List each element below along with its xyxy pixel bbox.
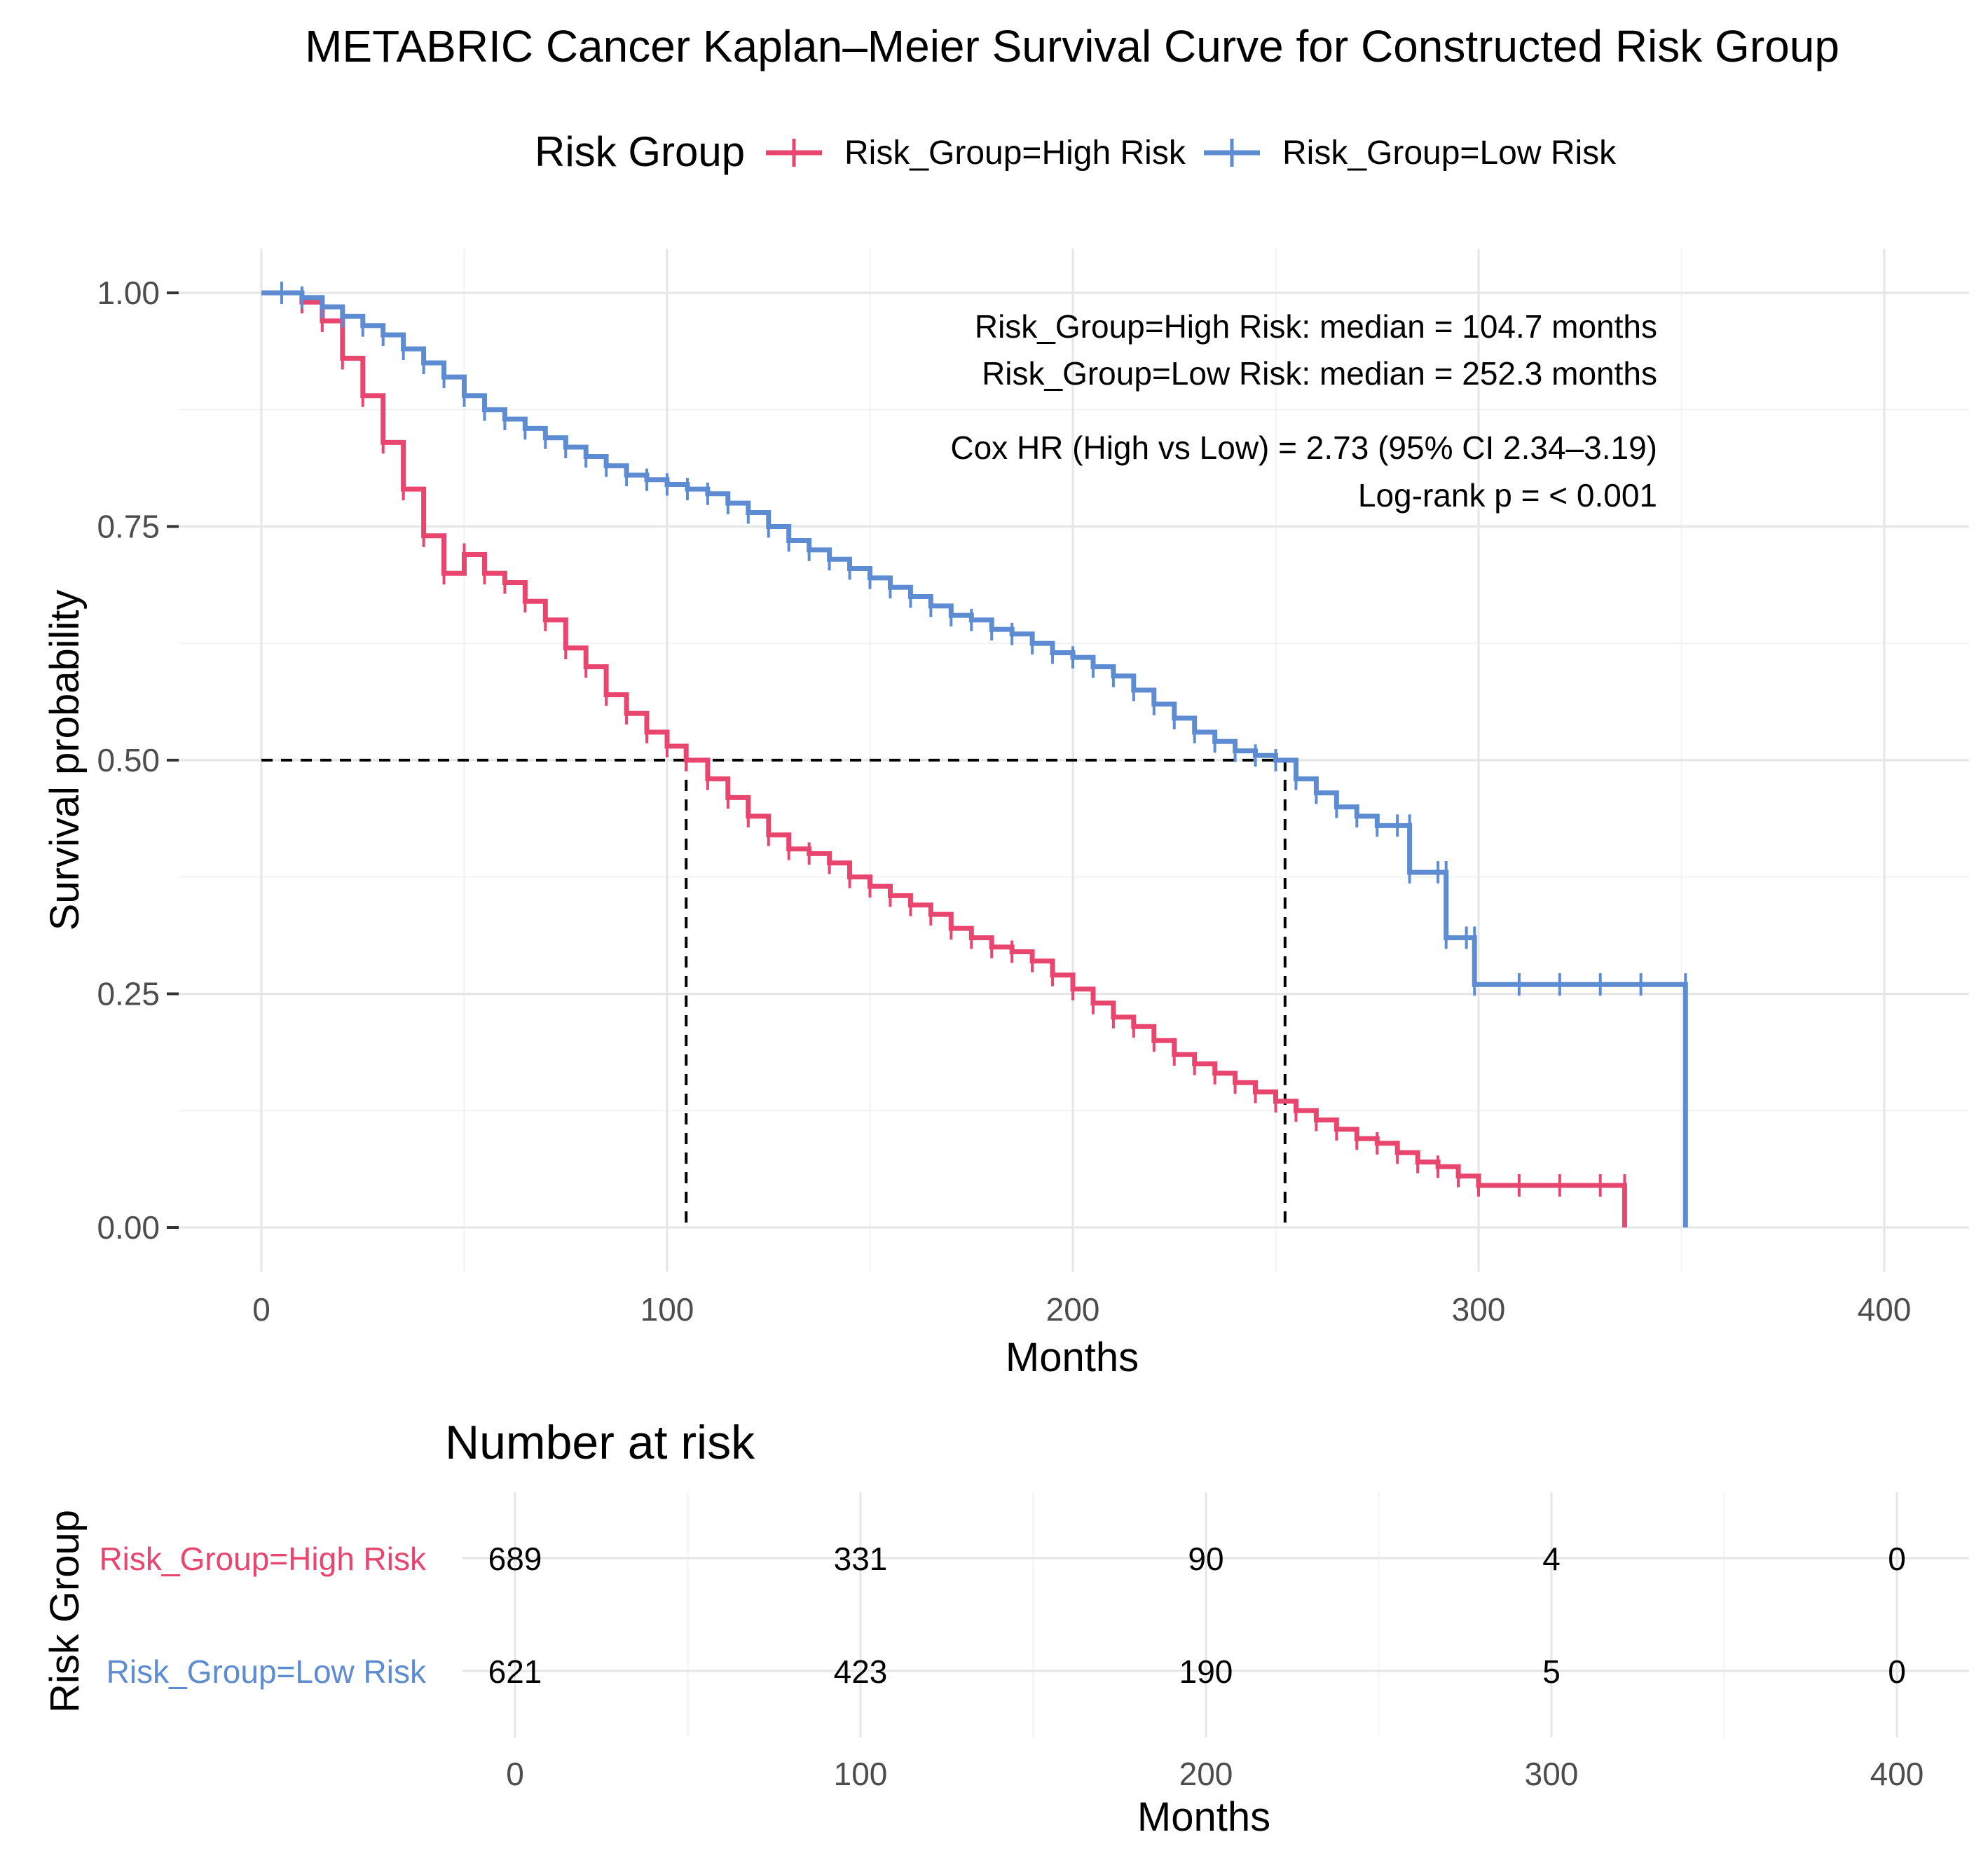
risk-table-count-high-risk: 0 [1888, 1541, 1906, 1577]
risk-table-count-high-risk: 689 [488, 1541, 542, 1577]
legend-label-low-risk: Risk_Group=Low Risk [1282, 135, 1617, 172]
chart-title: METABRIC Cancer Kaplan–Meier Survival Cu… [305, 21, 1839, 71]
risk-table-x-tick-label: 200 [1179, 1756, 1233, 1792]
legend: Risk Group Risk_Group=High Risk Risk_Gro… [535, 128, 1617, 175]
survival-curves [261, 282, 1688, 1227]
annotation-log-rank: Log-rank p = < 0.001 [1358, 477, 1657, 514]
risk-table-title: Number at risk [445, 1416, 755, 1469]
risk-table-count-high-risk: 331 [834, 1541, 888, 1577]
legend-title: Risk Group [535, 128, 745, 175]
survival-plot-panel: 0.00 0.25 0.50 0.75 1.00 0 100 200 300 400 [97, 249, 1969, 1328]
legend-label-high-risk: Risk_Group=High Risk [844, 135, 1186, 172]
y-tick-label: 0.25 [97, 976, 160, 1012]
x-axis-label: Months [1006, 1335, 1139, 1380]
risk-table: Risk_Group=High Risk 689 331 90 4 0 Risk_Group… [99, 1492, 1969, 1792]
annotations: Risk_Group=High Risk: median = 104.7 mon… [950, 308, 1657, 514]
median-reference-lines [261, 759, 1287, 1227]
risk-table-y-label: Risk Group [42, 1510, 88, 1713]
y-axis: 0.00 0.25 0.50 0.75 1.00 [97, 275, 179, 1246]
risk-table-count-low-risk: 190 [1179, 1653, 1233, 1690]
annotation-median-low: Risk_Group=Low Risk: median = 252.3 mont… [982, 355, 1657, 392]
x-tick-label: 400 [1858, 1291, 1912, 1328]
risk-table-count-high-risk: 4 [1542, 1541, 1561, 1577]
risk-table-count-high-risk: 90 [1188, 1541, 1223, 1577]
y-axis-label: Survival probability [42, 590, 88, 931]
y-tick-label: 1.00 [97, 275, 160, 311]
risk-table-x-tick-label: 0 [506, 1756, 524, 1792]
risk-table-x-label: Months [1137, 1794, 1270, 1840]
risk-table-count-low-risk: 5 [1542, 1653, 1561, 1690]
y-tick-label: 0.00 [97, 1209, 160, 1246]
risk-table-x-tick-label: 100 [834, 1756, 888, 1792]
y-tick-label: 0.75 [97, 509, 160, 545]
x-tick-label: 300 [1452, 1291, 1506, 1328]
y-tick-label: 0.50 [97, 742, 160, 778]
risk-table-x-tick-label: 400 [1870, 1756, 1924, 1792]
risk-table-count-low-risk: 0 [1888, 1653, 1906, 1690]
risk-table-row-label-low-risk: Risk_Group=Low Risk [107, 1653, 427, 1690]
annotation-cox-hr: Cox HR (High vs Low) = 2.73 (95% CI 2.34… [950, 429, 1657, 466]
risk-table-count-low-risk: 423 [834, 1653, 888, 1690]
x-tick-label: 0 [252, 1291, 270, 1328]
x-axis: 0 100 200 300 400 [252, 1291, 1911, 1328]
x-tick-label: 100 [640, 1291, 694, 1328]
x-tick-label: 200 [1046, 1291, 1100, 1328]
risk-table-count-low-risk: 621 [488, 1653, 542, 1690]
risk-table-x-tick-label: 300 [1525, 1756, 1579, 1792]
risk-table-row-label-high-risk: Risk_Group=High Risk [99, 1541, 427, 1577]
annotation-median-high: Risk_Group=High Risk: median = 104.7 mon… [975, 308, 1657, 345]
